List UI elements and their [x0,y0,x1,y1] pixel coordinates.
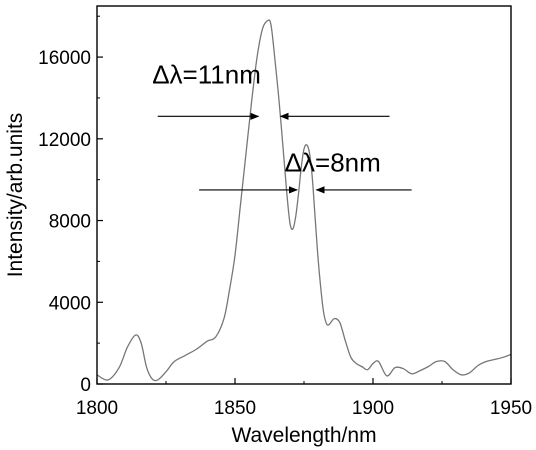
x-axis-title: Wavelength/nm [231,424,376,447]
y-axis-title: Intensity/arb.units [4,113,27,278]
x-tick-label: 1800 [76,398,118,419]
y-tick-label: 4000 [49,293,91,314]
y-tick-label: 16000 [38,48,91,69]
spectrum-line [96,19,512,382]
plot-frame [96,5,512,385]
x-tick-label: 1900 [352,398,394,419]
y-tick-label: 0 [80,375,91,396]
y-tick-label: 12000 [38,130,91,151]
fwhm-annotation: Δλ=11nm [152,60,261,90]
x-tick-label: 1950 [490,398,532,419]
fwhm-annotation: Δλ=8nm [285,148,381,178]
y-tick-label: 8000 [49,212,91,233]
x-tick-label: 1850 [214,398,256,419]
